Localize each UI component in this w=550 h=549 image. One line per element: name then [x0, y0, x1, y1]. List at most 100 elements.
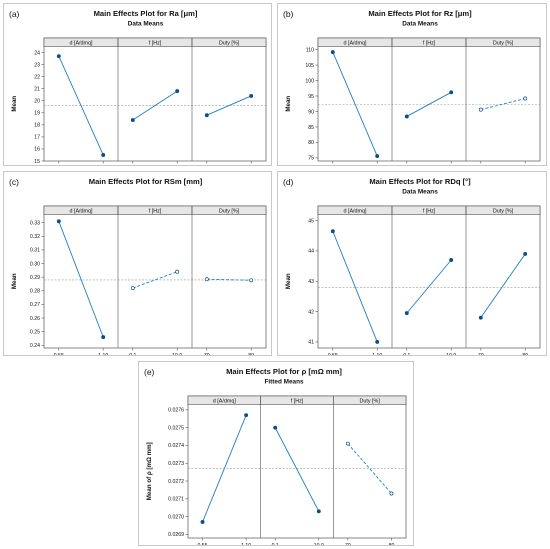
y-tick-label: 110 — [306, 47, 314, 53]
y-tick-label: 95 — [308, 94, 314, 100]
effect-line — [406, 91, 452, 117]
effect-line — [406, 259, 452, 314]
effect-line — [206, 278, 252, 281]
effect-point — [175, 89, 180, 94]
effect-point — [273, 425, 278, 430]
x-tick-label: 0.1 — [129, 353, 136, 355]
panel-label: (d) — [283, 177, 294, 187]
chart-title: Main Effects Plot for RSm [mm] — [89, 177, 203, 186]
effect-point — [375, 154, 380, 158]
plot-frame — [43, 37, 267, 162]
effect-point — [330, 229, 335, 234]
factor-name: d [A/dmq] — [343, 209, 367, 215]
y-tick-label: 21 — [34, 86, 40, 92]
y-axis-label: Mean — [11, 96, 18, 112]
effect-point — [404, 114, 409, 119]
panel-label: (b) — [283, 9, 294, 19]
y-tick-label: 22 — [34, 74, 40, 80]
x-tick-label: 10.0 — [446, 353, 456, 355]
factor-name: Duty [%] — [219, 209, 240, 215]
y-tick-label: 43 — [308, 279, 314, 285]
x-tick-label: 0.1 — [272, 543, 279, 545]
y-tick-label: 20 — [34, 99, 40, 105]
effect-point — [56, 219, 61, 224]
factor-name: f [Hz] — [423, 209, 436, 215]
y-tick-label: 44 — [308, 249, 314, 255]
y-tick-label: 0.0275 — [168, 425, 184, 431]
chart-svg: (a) Main Effects Plot for Ra [μm] Data Mea… — [9, 9, 267, 165]
effect-point — [101, 153, 106, 157]
y-tick-label: 23 — [34, 62, 40, 68]
factor-name: f [Hz] — [149, 41, 162, 47]
y-tick-label: 0.26 — [30, 316, 40, 322]
y-tick-label: 0.0270 — [168, 514, 184, 520]
effect-line — [347, 443, 392, 494]
panel-c: (c) Main Effects Plot for RSm [mm] d [A/dm… — [3, 171, 272, 356]
x-tick-label: 0.55 — [54, 353, 64, 355]
y-tick-label: 0.30 — [30, 261, 40, 267]
y-tick-label: 42 — [308, 309, 314, 315]
chart-svg: (e) Main Effects Plot for ρ [mΩ mm] Fitted… — [144, 367, 407, 545]
y-tick-label: 85 — [308, 125, 314, 131]
y-tick-label: 80 — [308, 140, 314, 146]
effect-point — [345, 441, 350, 446]
y-axis-label: Mean of ρ [mΩ mm] — [146, 442, 153, 500]
x-tick-label: 80 — [389, 543, 395, 545]
y-tick-label: 0.0269 — [168, 532, 184, 538]
plot-frame — [317, 205, 541, 349]
effect-line — [132, 271, 178, 289]
effect-point — [478, 315, 483, 320]
effect-point — [175, 269, 180, 274]
y-axis-label: Mean — [285, 273, 292, 289]
x-tick-label: 70 — [204, 353, 210, 355]
effect-point — [249, 93, 254, 98]
factor-name: Duty [%] — [493, 209, 514, 215]
y-tick-label: 24 — [34, 50, 40, 56]
y-tick-label: 0.33 — [30, 220, 40, 226]
y-tick-label: 0.0271 — [168, 497, 184, 503]
y-tick-label: 0.0274 — [168, 443, 184, 449]
y-tick-label: 17 — [34, 135, 40, 141]
effect-line — [58, 55, 104, 156]
y-tick-label: 0.32 — [30, 234, 40, 240]
x-tick-label: 80 — [522, 353, 528, 355]
chart-subtitle: Data Means — [128, 21, 164, 28]
y-tick-label: 0.27 — [30, 302, 40, 308]
y-tick-label: 41 — [308, 340, 314, 346]
x-tick-label: 0.55 — [328, 353, 338, 355]
chart-title: Main Effects Plot for ρ [mΩ mm] — [226, 367, 342, 376]
plot-frame — [187, 395, 407, 539]
factor-name: Duty [%] — [493, 41, 514, 47]
x-tick-label: 10.0 — [172, 353, 182, 355]
y-axis-label: Mean — [11, 273, 18, 289]
y-tick-label: 18 — [34, 123, 40, 129]
chart-svg: (d) Main Effects Plot for RDq [°] Data Mea… — [283, 177, 541, 355]
chart-title: Main Effects Plot for Ra [μm] — [94, 9, 198, 18]
factor-name: d [A/dmq] — [69, 41, 93, 47]
effect-line — [332, 51, 378, 157]
y-tick-label: 0.28 — [30, 289, 40, 295]
effect-point — [244, 413, 249, 418]
y-tick-label: 0.0273 — [168, 461, 184, 467]
effect-point — [449, 90, 454, 95]
effect-point — [316, 509, 321, 514]
x-tick-label: 1.10 — [372, 353, 382, 355]
y-tick-label: 0.29 — [30, 275, 40, 281]
effect-point — [249, 278, 254, 283]
plot-frame — [43, 205, 267, 349]
y-tick-label: 19 — [34, 111, 40, 117]
x-tick-label: 80 — [248, 353, 254, 355]
y-tick-label: 0.0276 — [168, 408, 184, 414]
x-tick-label: 1.10 — [98, 353, 108, 355]
x-tick-label: 70 — [345, 543, 351, 545]
effect-line — [332, 231, 378, 343]
effect-line — [132, 90, 178, 121]
y-axis-label: Mean — [285, 96, 292, 112]
effect-point — [389, 491, 394, 496]
factor-name: f [Hz] — [149, 209, 162, 215]
y-tick-label: 0.31 — [30, 248, 40, 254]
panel-e: (e) Main Effects Plot for ρ [mΩ mm] Fitted… — [138, 361, 414, 546]
y-tick-label: 0.25 — [30, 329, 40, 335]
x-tick-label: 10.0 — [314, 543, 324, 545]
y-tick-label: 90 — [308, 109, 314, 115]
